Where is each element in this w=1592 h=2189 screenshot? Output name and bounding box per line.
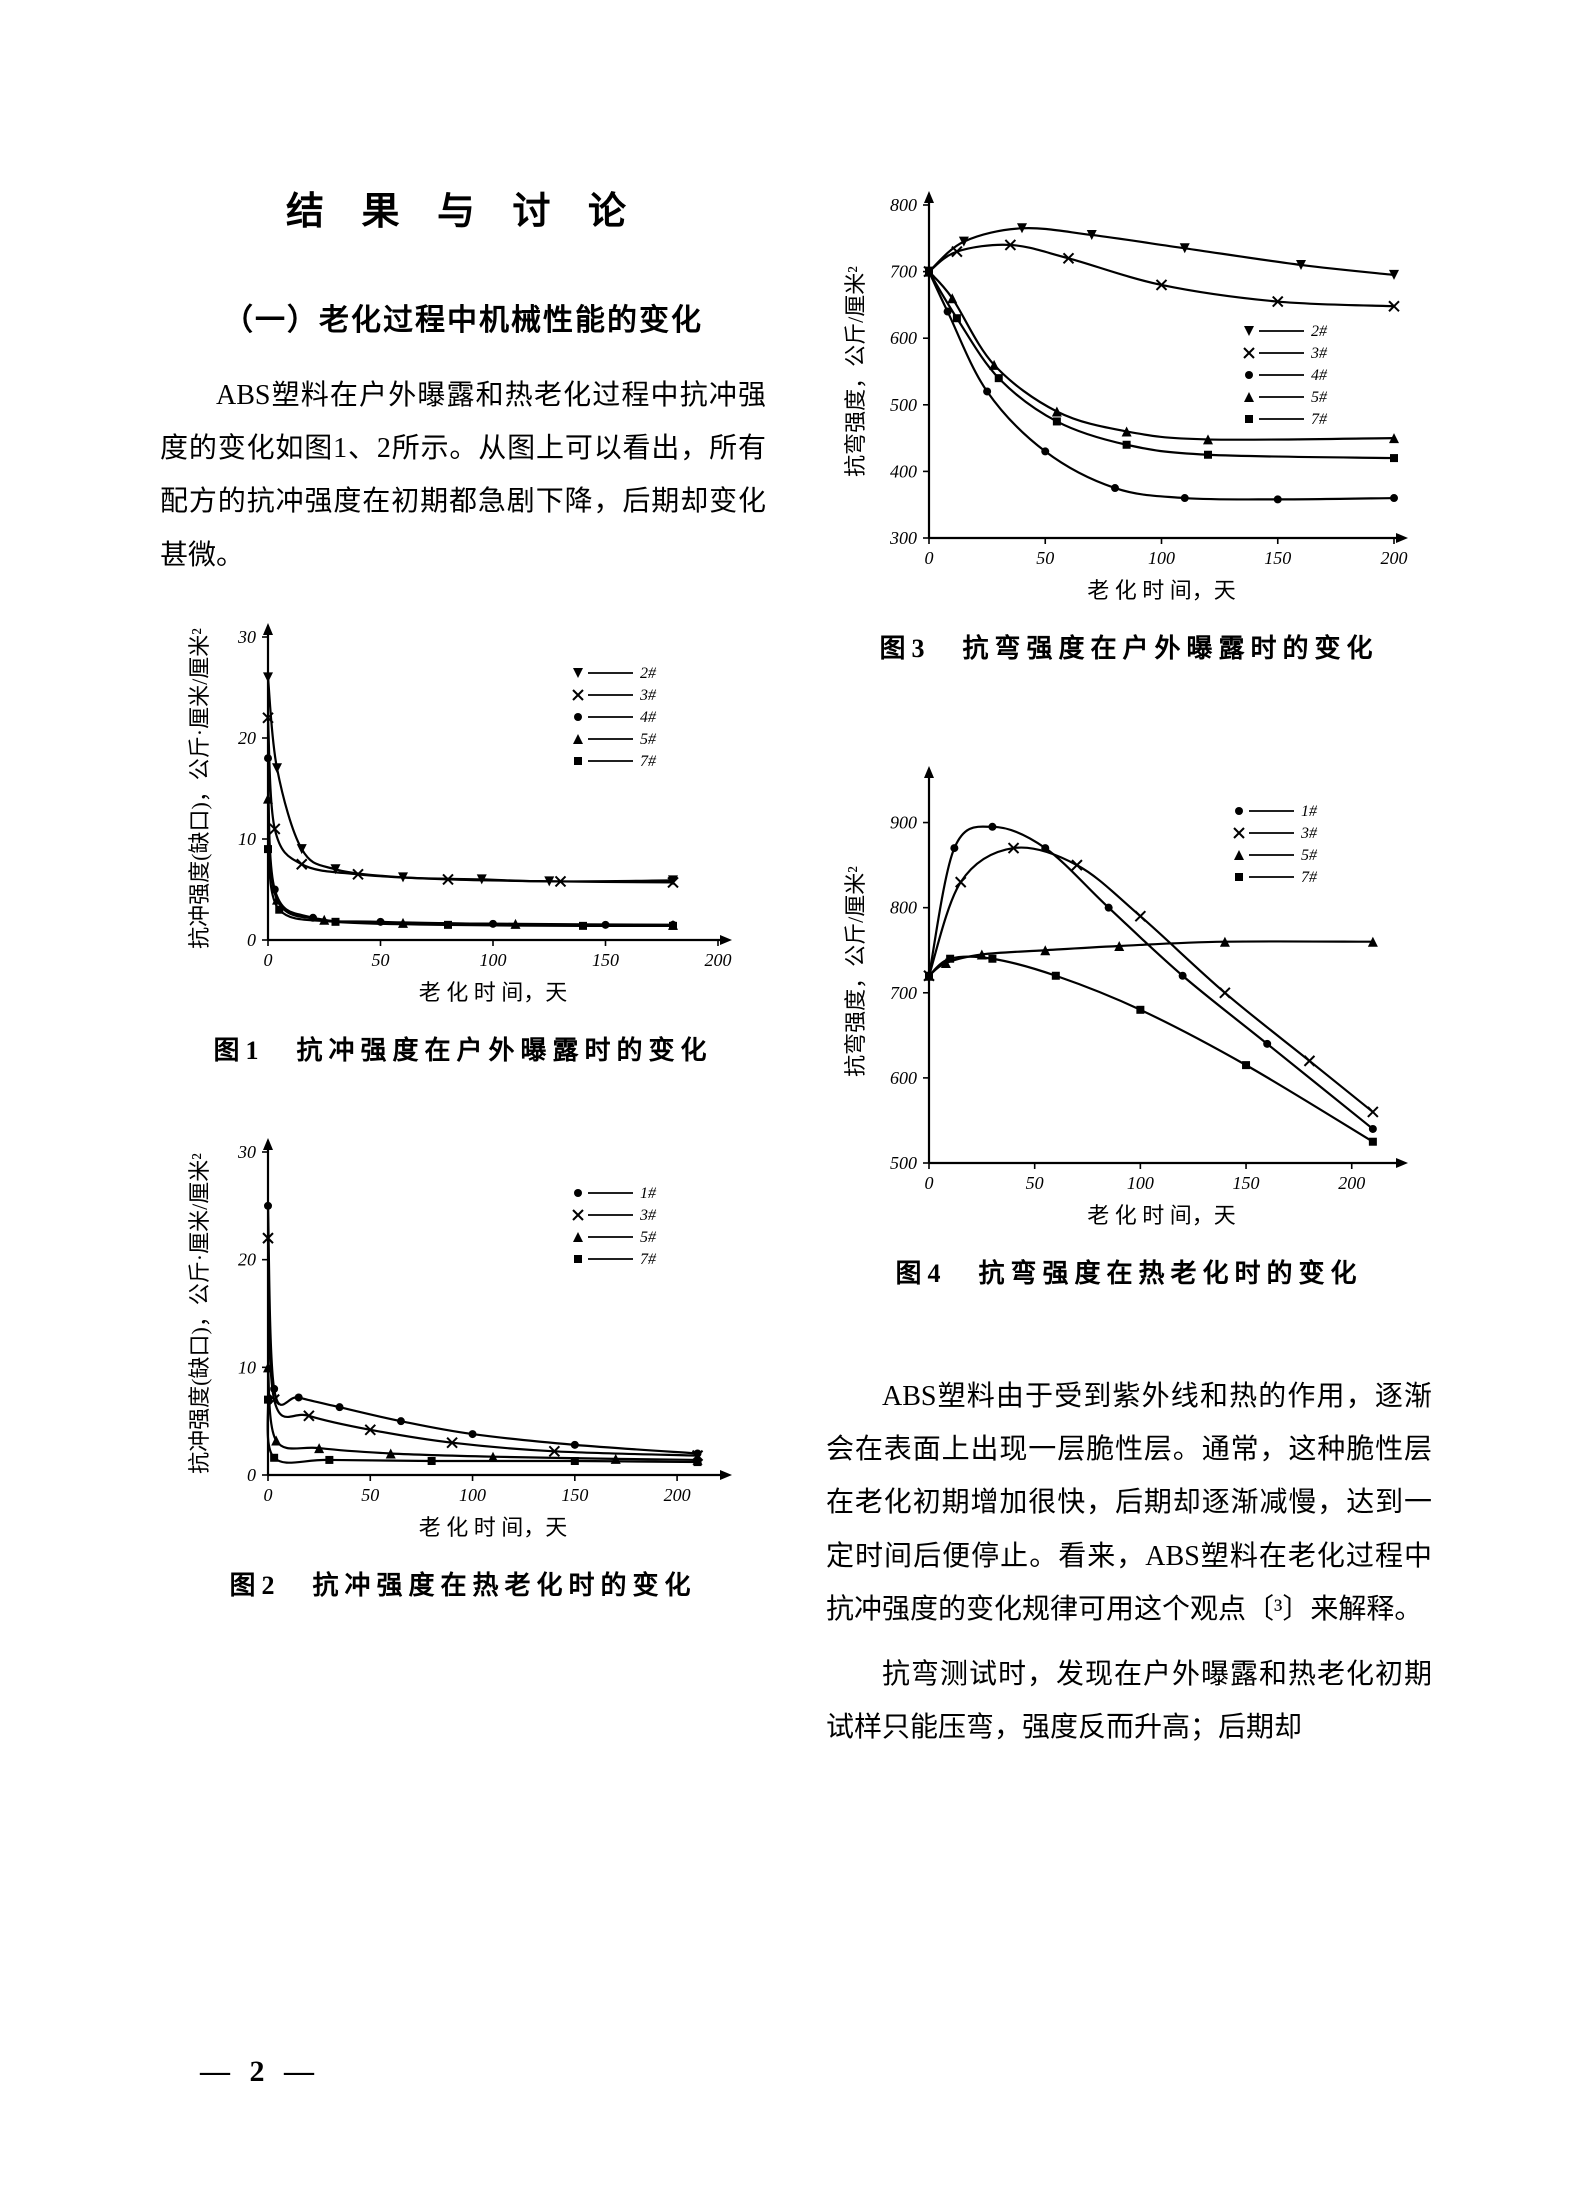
svg-text:7#: 7# (640, 753, 657, 770)
svg-text:4#: 4# (1311, 367, 1328, 384)
svg-text:5#: 5# (1301, 847, 1318, 864)
svg-text:500: 500 (890, 395, 917, 415)
svg-text:2#: 2# (1311, 323, 1328, 340)
svg-text:30: 30 (237, 1142, 256, 1162)
svg-text:50: 50 (1036, 548, 1054, 568)
svg-text:100: 100 (459, 1485, 486, 1505)
page-number: — 2 — (200, 2055, 320, 2089)
svg-text:600: 600 (890, 1068, 917, 1088)
svg-text:3#: 3# (639, 1207, 657, 1224)
fig3-caption: 图3 抗弯强度在户外曝露时的变化 (826, 628, 1432, 665)
svg-text:抗冲强度(缺口)，公斤·厘米/厘米²: 抗冲强度(缺口)，公斤·厘米/厘米² (187, 1153, 212, 1474)
svg-text:老 化 时 间，天: 老 化 时 间，天 (1087, 1203, 1236, 1228)
svg-text:150: 150 (592, 950, 619, 970)
svg-text:5#: 5# (640, 731, 657, 748)
svg-text:700: 700 (890, 983, 917, 1003)
svg-text:100: 100 (480, 950, 507, 970)
fig4-caption: 图4 抗弯强度在热老化时的变化 (826, 1253, 1432, 1290)
svg-text:800: 800 (890, 898, 917, 918)
svg-text:150: 150 (1233, 1173, 1260, 1193)
chart-fig2: 0 50 100 150 200 0 10 20 30 老 化 时 间，天 抗冲强度(缺口)，公斤·… (183, 1127, 743, 1547)
svg-text:老 化 时 间，天: 老 化 时 间，天 (419, 980, 568, 1005)
svg-text:老 化 时 间，天: 老 化 时 间，天 (419, 1515, 568, 1540)
section-title: 结 果 与 讨 论 (160, 180, 766, 235)
svg-text:400: 400 (890, 461, 917, 481)
svg-text:3#: 3# (1310, 345, 1328, 362)
svg-text:900: 900 (890, 813, 917, 833)
chart-fig1: 0 50 100 150 200 0 10 20 30 老 化 时 间，天 抗冲强度(缺口)，公斤·… (183, 612, 743, 1012)
svg-text:0: 0 (925, 1173, 934, 1193)
svg-text:600: 600 (890, 328, 917, 348)
svg-text:150: 150 (561, 1485, 588, 1505)
svg-text:抗弯强度，公斤/厘米²: 抗弯强度，公斤/厘米² (843, 266, 868, 477)
svg-text:50: 50 (372, 950, 390, 970)
svg-text:50: 50 (361, 1485, 379, 1505)
svg-text:50: 50 (1026, 1173, 1044, 1193)
svg-text:2#: 2# (640, 665, 657, 682)
svg-text:5#: 5# (640, 1229, 657, 1246)
svg-text:抗弯强度，公斤/厘米²: 抗弯强度，公斤/厘米² (843, 866, 868, 1077)
figure-2: 0 50 100 150 200 0 10 20 30 老 化 时 间，天 抗冲强度(缺口)，公斤·… (160, 1127, 766, 1602)
subsection-title: （一）老化过程中机械性能的变化 (160, 295, 766, 339)
svg-text:200: 200 (664, 1485, 691, 1505)
figure-1: 0 50 100 150 200 0 10 20 30 老 化 时 间，天 抗冲强度(缺口)，公斤·… (160, 612, 766, 1067)
svg-text:200: 200 (1381, 548, 1408, 568)
chart-fig3: 0 50 100 150 200 300 400 500 600 700 800 老 化 时 间，天 抗… (839, 180, 1419, 610)
svg-text:7#: 7# (1301, 869, 1318, 886)
svg-text:3#: 3# (1300, 825, 1318, 842)
svg-text:7#: 7# (1311, 411, 1328, 428)
svg-text:1#: 1# (1301, 803, 1318, 820)
svg-text:150: 150 (1264, 548, 1291, 568)
svg-text:老 化 时 间，天: 老 化 时 间，天 (1087, 578, 1236, 603)
svg-text:200: 200 (705, 950, 732, 970)
svg-text:0: 0 (247, 1465, 256, 1485)
svg-text:7#: 7# (640, 1251, 657, 1268)
svg-text:700: 700 (890, 262, 917, 282)
svg-text:800: 800 (890, 195, 917, 215)
fig2-caption: 图2 抗冲强度在热老化时的变化 (160, 1565, 766, 1602)
fig1-caption: 图1 抗冲强度在户外曝露时的变化 (160, 1030, 766, 1067)
svg-text:0: 0 (264, 1485, 273, 1505)
svg-text:300: 300 (889, 528, 917, 548)
svg-text:30: 30 (237, 627, 256, 647)
paragraph: ABS塑料在户外曝露和热老化过程中抗冲强度的变化如图1、2所示。从图上可以看出，… (160, 369, 766, 582)
svg-text:20: 20 (238, 728, 256, 748)
svg-text:500: 500 (890, 1153, 917, 1173)
chart-fig4: 0 50 100 150 200 500 600 700 800 900 老 化 时 间，天 抗弯强度… (839, 755, 1419, 1235)
figure-4: 0 50 100 150 200 500 600 700 800 900 老 化 时 间，天 抗弯强度… (826, 755, 1432, 1290)
svg-text:10: 10 (238, 1357, 256, 1377)
svg-text:10: 10 (238, 829, 256, 849)
svg-text:20: 20 (238, 1249, 256, 1269)
svg-text:3#: 3# (639, 687, 657, 704)
svg-text:0: 0 (925, 548, 934, 568)
svg-text:0: 0 (247, 930, 256, 950)
svg-text:200: 200 (1338, 1173, 1365, 1193)
svg-text:5#: 5# (1311, 389, 1328, 406)
svg-text:1#: 1# (640, 1185, 657, 1202)
svg-text:100: 100 (1148, 548, 1175, 568)
paragraph: ABS塑料由于受到紫外线和热的作用，逐渐会在表面上出现一层脆性层。通常，这种脆性… (826, 1370, 1432, 1636)
svg-text:抗冲强度(缺口)，公斤·厘米/厘米²: 抗冲强度(缺口)，公斤·厘米/厘米² (187, 628, 212, 949)
paragraph: 抗弯测试时，发现在户外曝露和热老化初期试样只能压弯，强度反而升高；后期却 (826, 1648, 1432, 1754)
svg-text:4#: 4# (640, 709, 657, 726)
svg-text:0: 0 (264, 950, 273, 970)
svg-text:100: 100 (1127, 1173, 1154, 1193)
figure-3: 0 50 100 150 200 300 400 500 600 700 800 老 化 时 间，天 抗… (826, 180, 1432, 665)
